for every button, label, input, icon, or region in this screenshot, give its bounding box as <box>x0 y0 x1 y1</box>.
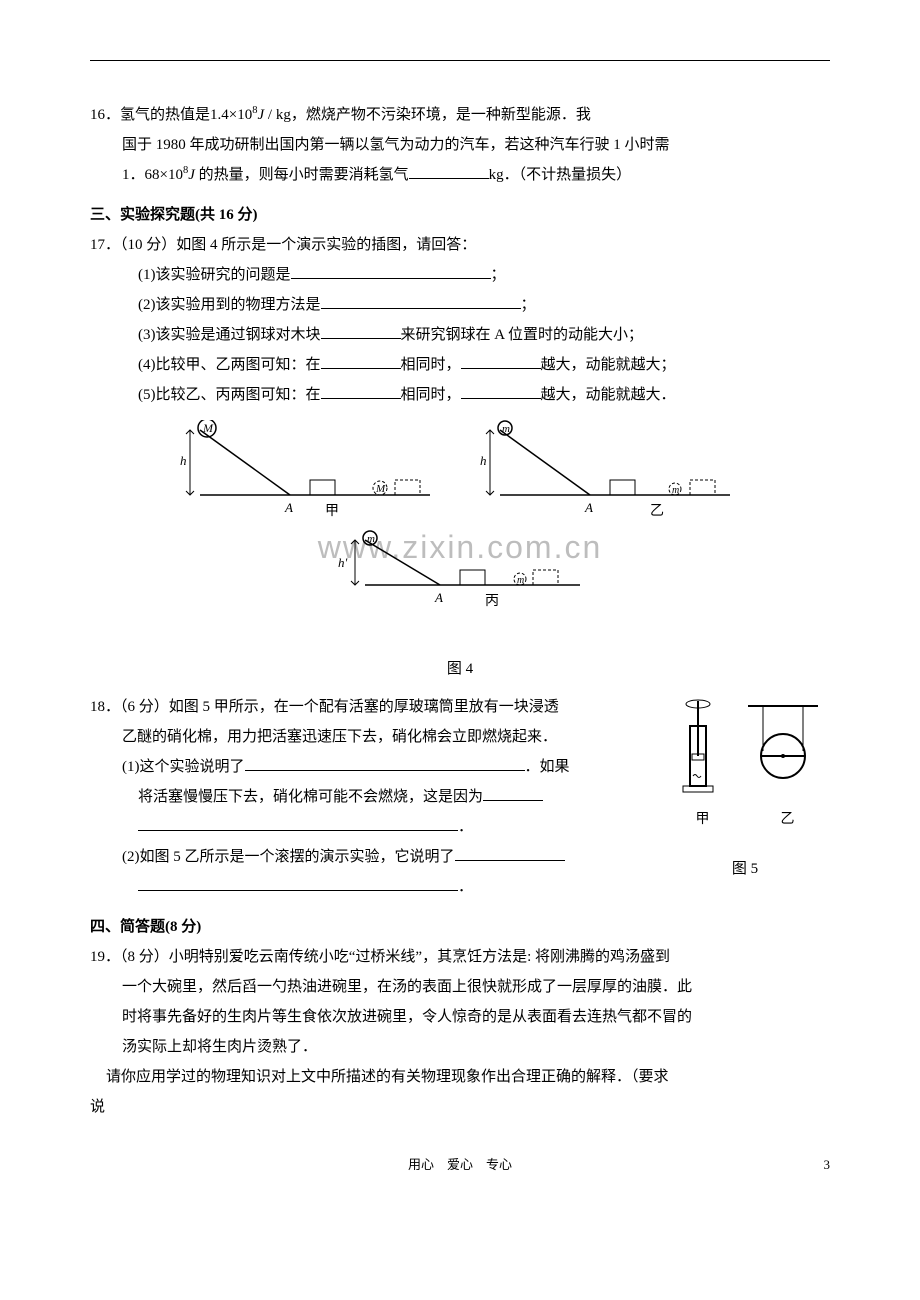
q18-l4-blank <box>483 784 543 802</box>
svg-text:h: h <box>480 453 487 468</box>
ramp-a-svg: M M h A 甲 <box>180 420 440 520</box>
svg-text:h: h <box>180 453 187 468</box>
svg-text:m: m <box>517 575 524 586</box>
fig5-sub-b: 乙 <box>781 806 795 834</box>
fig4-label: 图 4 <box>90 654 830 684</box>
fig4-ramp-c: m m h′ A 丙 <box>330 525 590 615</box>
q18-l7-blank <box>138 874 458 892</box>
svg-text:甲: 甲 <box>325 504 339 519</box>
q19-l1: 19．（8 分）小明特别爱吃云南传统小吃“过桥米线”，其烹饪方法是: 将刚沸腾的… <box>90 942 830 972</box>
svg-text:丙: 丙 <box>485 594 499 609</box>
page-number: 3 <box>824 1152 831 1178</box>
q16-line3: 1．68×108J 的热量，则每小时需要消耗氢气kg．（不计热量损失） <box>90 160 830 190</box>
q16-text-a: 氢气的热值是 <box>120 107 210 123</box>
q18-number: 18． <box>90 699 120 715</box>
q17-p5-blank1 <box>321 382 401 400</box>
q17-number: 17． <box>90 237 120 253</box>
page-top-rule <box>90 60 830 61</box>
q19-l2: 一个大碗里，然后舀一勺热油进碗里，在汤的表面上很快就形成了一层厚厚的油膜．此 <box>90 972 830 1002</box>
svg-text:m: m <box>367 533 375 545</box>
fig5-sub-a: 甲 <box>696 806 710 834</box>
footer: 用心 爱心 专心 3 <box>90 1152 830 1178</box>
q17-p2: (2)该实验用到的物理方法是； <box>90 290 830 320</box>
q19-l4: 汤实际上却将生肉片烫熟了． <box>90 1032 830 1062</box>
ramp-b-svg: m m h A 乙 <box>480 420 740 520</box>
q17-p3-blank <box>321 322 401 340</box>
q17-intro: 17．（10 分）如图 4 所示是一个演示实验的插图，请回答： <box>90 230 830 260</box>
figure4: www.zixin.com.cn M M h A 甲 <box>160 420 760 650</box>
q17-p1-blank <box>291 262 491 280</box>
fig5-label: 图 5 <box>660 854 830 884</box>
q16-line2: 国于 1980 年成功研制出国内第一辆以氢气为动力的汽车，若这种汽车行驶 1 小… <box>90 130 830 160</box>
svg-text:A: A <box>284 500 293 515</box>
q17-p4-blank2 <box>461 352 541 370</box>
q17-p4-blank1 <box>321 352 401 370</box>
fig4-ramp-a: M M h A 甲 <box>180 420 440 520</box>
svg-text:M: M <box>202 421 214 435</box>
q17-p2-blank <box>321 292 521 310</box>
fig5-b-svg <box>743 696 823 806</box>
q17-p5-blank2 <box>461 382 541 400</box>
fig4-ramp-b: m m h A 乙 <box>480 420 740 520</box>
q18-l3-blank <box>245 754 525 772</box>
svg-text:m: m <box>502 423 510 435</box>
figure5: 甲 乙 图 5 <box>660 696 830 884</box>
svg-text:乙: 乙 <box>650 503 664 519</box>
ramp-c-svg: m m h′ A 丙 <box>330 525 590 615</box>
q17-p4: (4)比较甲、乙两图可知：在相同时，越大，动能就越大； <box>90 350 830 380</box>
q16-text-b: / kg，燃烧产物不污染环境，是一种新型能源．我 <box>264 107 591 123</box>
section4-title: 四、简答题(8 分) <box>90 912 830 942</box>
section3-title: 三、实验探究题(共 16 分) <box>90 200 830 230</box>
q19-l3: 时将事先备好的生肉片等生食依次放进碗里，令人惊奇的是从表面看去连热气都不冒的 <box>90 1002 830 1032</box>
q17-p1: (1)该实验研究的问题是； <box>90 260 830 290</box>
svg-text:M: M <box>375 483 386 495</box>
q16-line1: 16．氢气的热值是1.4×108J / kg，燃烧产物不污染环境，是一种新型能源… <box>90 100 830 130</box>
fig5-a-svg <box>668 696 728 806</box>
svg-text:A: A <box>584 500 593 515</box>
q17-p3: (3)该实验是通过钢球对木块来研究钢球在 A 位置时的动能大小； <box>90 320 830 350</box>
q18-l6-blank <box>455 844 565 862</box>
svg-text:m: m <box>672 485 679 496</box>
q19-l6: 说 <box>90 1092 830 1122</box>
svg-text:h′: h′ <box>338 555 348 570</box>
svg-text:A: A <box>434 590 443 605</box>
q16-blank <box>409 162 489 180</box>
q19-l5: 请你应用学过的物理知识对上文中所描述的有关物理现象作出合理正确的解释．（要求 <box>90 1062 830 1092</box>
footer-text: 用心 爱心 专心 <box>408 1157 512 1172</box>
q18-l5-blank <box>138 814 458 832</box>
page-content: 16．氢气的热值是1.4×108J / kg，燃烧产物不污染环境，是一种新型能源… <box>0 0 920 1218</box>
q19-number: 19． <box>90 949 120 965</box>
q17-p5: (5)比较乙、丙两图可知：在相同时，越大，动能就越大． <box>90 380 830 410</box>
q18-block: 甲 乙 图 5 18．（6 分）如图 5 甲所示，在一个配有活塞的厚玻璃筒里放有… <box>90 692 830 902</box>
q16-number: 16． <box>90 107 120 123</box>
q16-formula: 1.4×108J <box>210 107 264 123</box>
